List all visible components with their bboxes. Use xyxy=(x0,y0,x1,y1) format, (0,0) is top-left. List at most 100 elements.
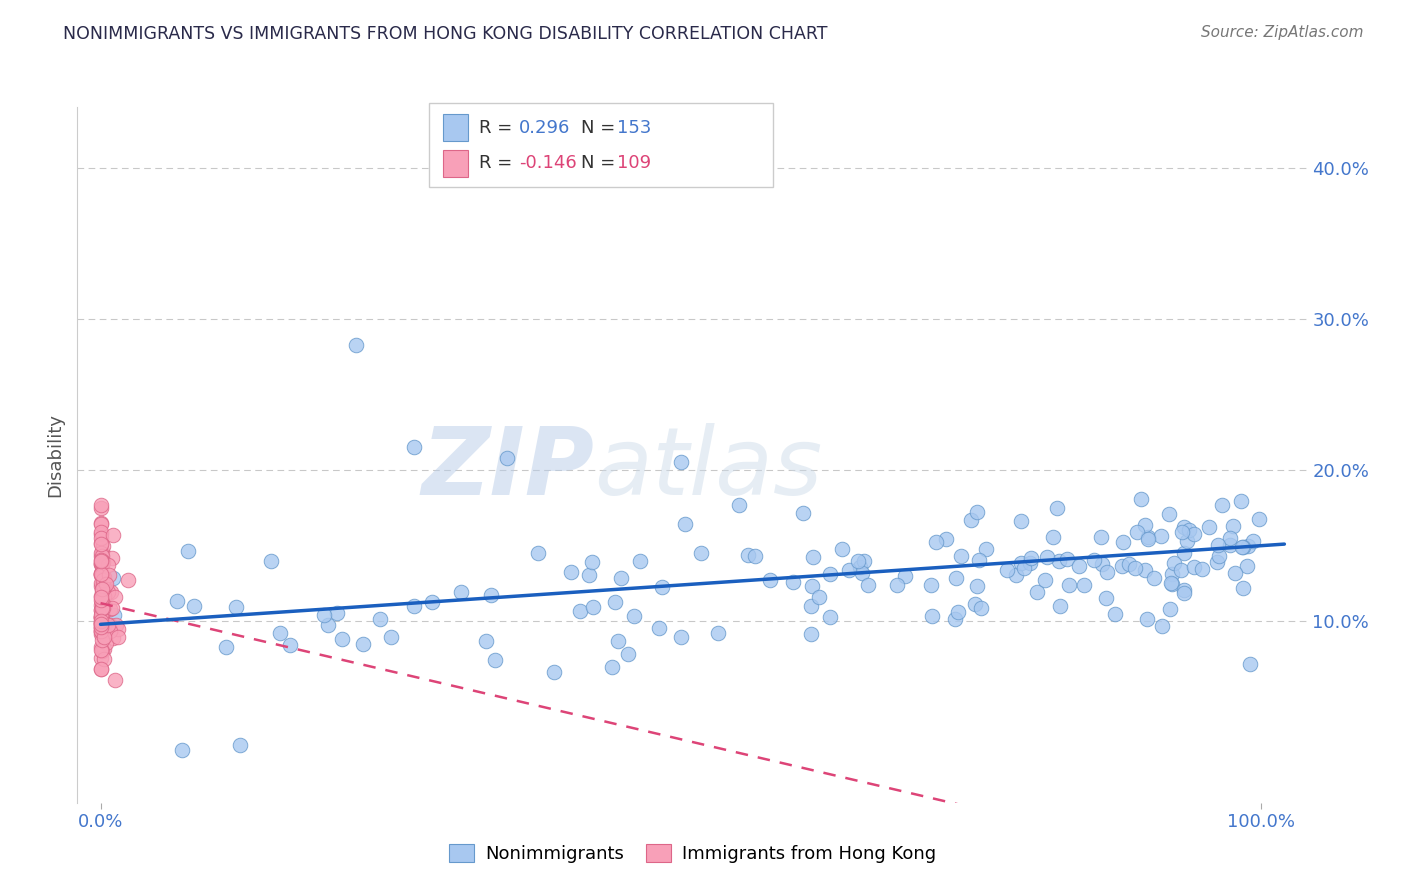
Point xyxy=(851,566,873,581)
Point xyxy=(1019,551,1042,566)
Point xyxy=(1160,567,1182,582)
Point xyxy=(100,585,122,599)
Point xyxy=(104,618,127,632)
Point xyxy=(831,541,853,556)
Point xyxy=(1230,494,1253,508)
Point xyxy=(90,624,112,639)
Point xyxy=(921,608,943,623)
Point xyxy=(91,600,114,615)
Text: R =: R = xyxy=(479,154,519,172)
Point xyxy=(90,537,112,551)
Point xyxy=(90,589,112,603)
Point xyxy=(90,621,112,635)
Point xyxy=(526,546,548,560)
Point xyxy=(1042,530,1064,544)
Point xyxy=(1025,584,1047,599)
Point xyxy=(582,599,605,614)
Point xyxy=(1019,556,1042,570)
Point xyxy=(1073,577,1095,591)
Point xyxy=(1083,552,1105,566)
Text: 153: 153 xyxy=(617,119,651,136)
Point xyxy=(1104,607,1126,621)
Point xyxy=(93,652,115,666)
Point xyxy=(1090,530,1112,544)
Point xyxy=(966,505,988,519)
Point xyxy=(98,601,121,615)
Point xyxy=(995,563,1018,577)
Point xyxy=(90,617,112,632)
Point xyxy=(368,611,391,625)
Point xyxy=(1239,657,1261,671)
Point xyxy=(90,610,112,624)
Point xyxy=(1241,533,1264,548)
Point xyxy=(651,580,673,594)
Point xyxy=(90,624,112,638)
Point xyxy=(1173,586,1195,600)
Point xyxy=(314,607,336,622)
Point xyxy=(90,616,112,631)
Point xyxy=(91,554,114,568)
Point xyxy=(90,599,112,613)
Point xyxy=(1160,576,1182,591)
Point xyxy=(949,549,972,563)
Point xyxy=(166,594,188,608)
Point xyxy=(91,591,114,605)
Point xyxy=(91,579,114,593)
Point xyxy=(90,650,112,665)
Point xyxy=(91,608,114,623)
Point xyxy=(484,653,506,667)
Point xyxy=(278,638,301,652)
Point xyxy=(90,524,112,539)
Point xyxy=(673,516,696,531)
Point xyxy=(93,580,115,594)
Point xyxy=(90,566,112,581)
Point xyxy=(225,600,247,615)
Point xyxy=(628,554,651,568)
Point xyxy=(91,624,114,638)
Point xyxy=(90,556,112,570)
Point xyxy=(91,607,114,621)
Point xyxy=(380,631,402,645)
Point xyxy=(91,624,114,639)
Point xyxy=(1236,559,1258,574)
Point xyxy=(690,546,713,560)
Point xyxy=(90,567,112,582)
Point xyxy=(90,556,112,570)
Point xyxy=(581,555,603,569)
Point xyxy=(269,625,291,640)
Point xyxy=(103,607,125,622)
Point xyxy=(104,673,127,688)
Point xyxy=(838,563,860,577)
Point xyxy=(97,585,120,599)
Point xyxy=(107,622,129,636)
Point xyxy=(90,566,112,580)
Text: atlas: atlas xyxy=(595,424,823,515)
Point xyxy=(90,620,112,634)
Point xyxy=(94,579,117,593)
Point xyxy=(90,516,112,531)
Legend: Nonimmigrants, Immigrants from Hong Kong: Nonimmigrants, Immigrants from Hong Kong xyxy=(441,837,943,871)
Point xyxy=(959,513,981,527)
Point xyxy=(849,560,872,574)
Point xyxy=(1211,498,1233,512)
Point xyxy=(91,555,114,569)
Point xyxy=(1112,535,1135,549)
Point xyxy=(91,543,114,558)
Point xyxy=(90,577,112,591)
Point xyxy=(818,610,841,624)
Point xyxy=(90,595,112,609)
Point xyxy=(1036,549,1059,564)
Point xyxy=(402,441,425,455)
Point xyxy=(1012,561,1035,575)
Point xyxy=(1208,549,1230,563)
Point xyxy=(90,608,112,623)
Point xyxy=(1136,532,1159,546)
Point xyxy=(669,455,692,469)
Point xyxy=(450,584,472,599)
Point xyxy=(90,531,112,545)
Point xyxy=(1010,556,1032,570)
Point xyxy=(90,500,112,515)
Point xyxy=(965,597,987,611)
Point xyxy=(894,568,917,582)
Point xyxy=(669,630,692,644)
